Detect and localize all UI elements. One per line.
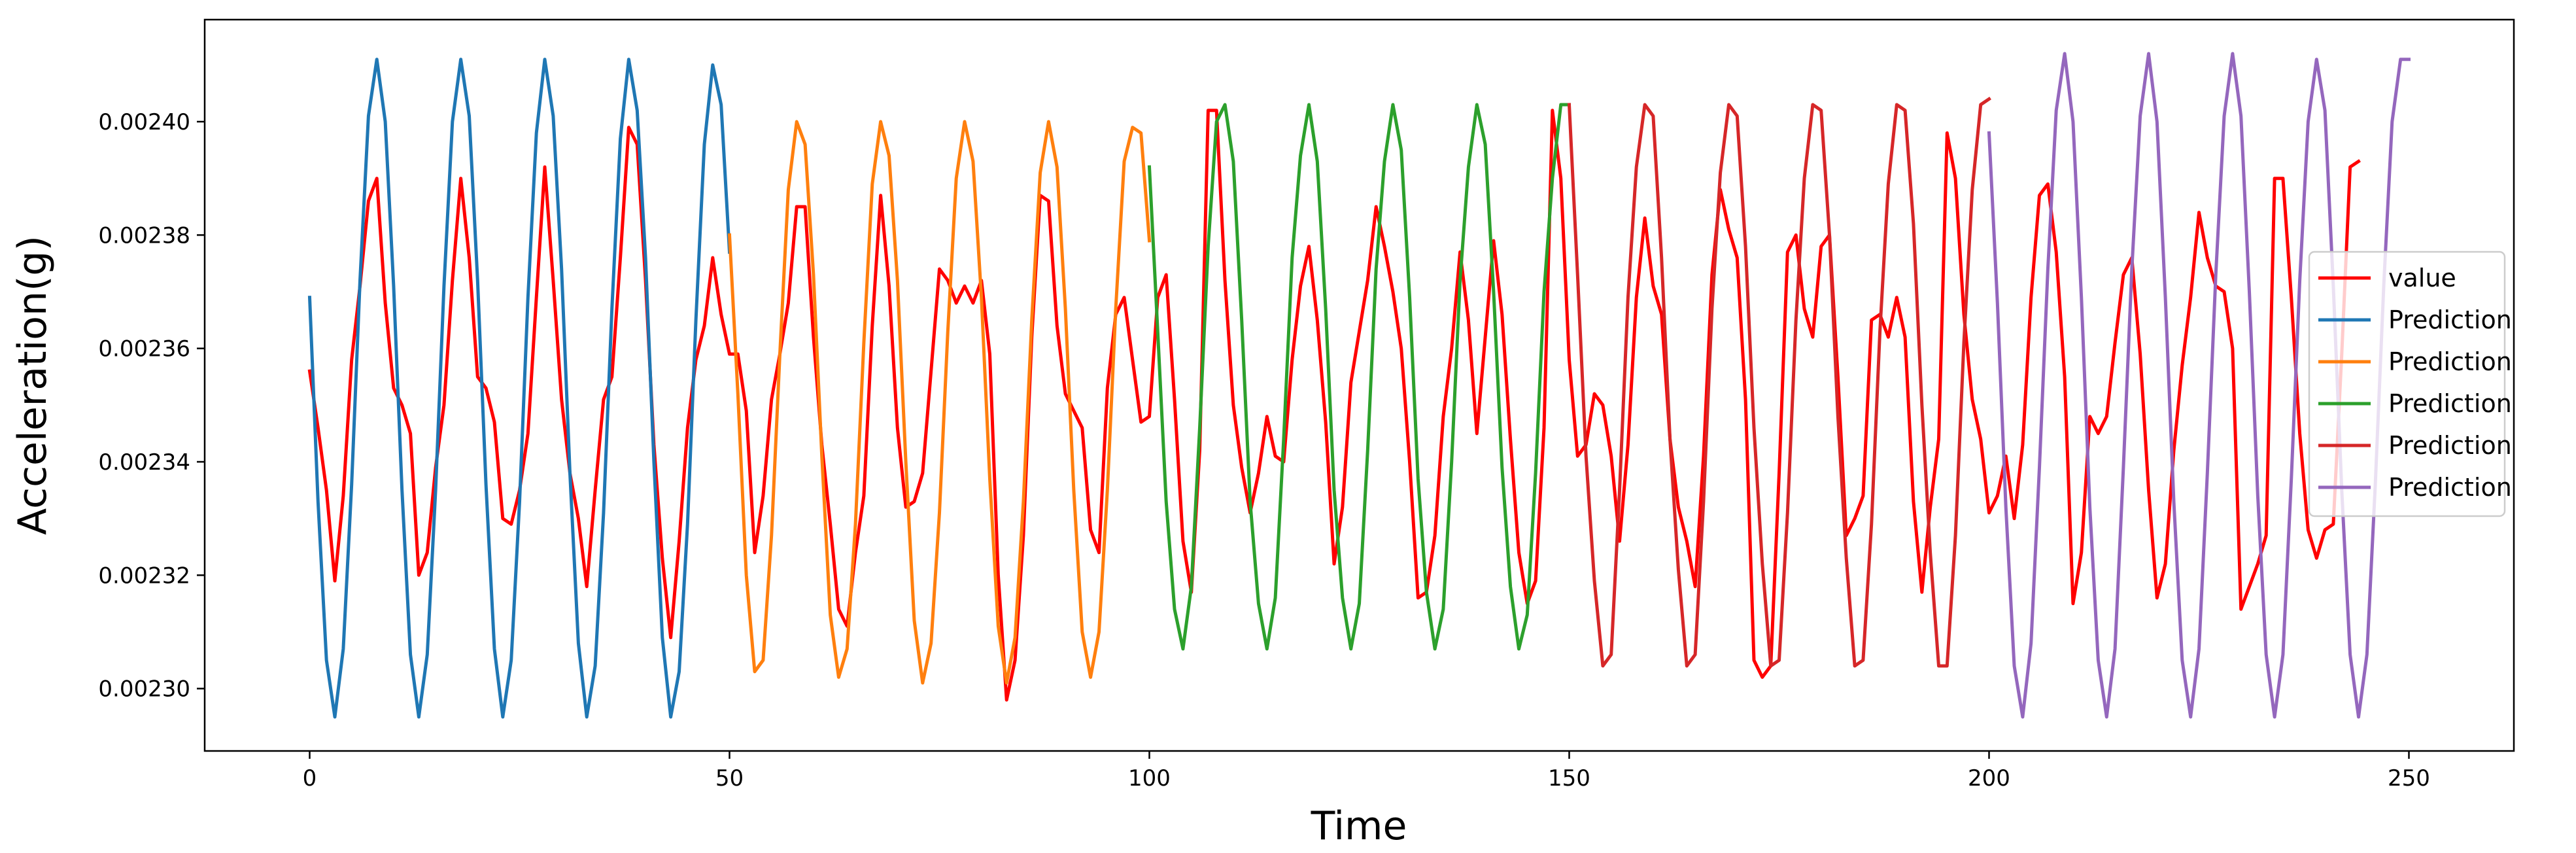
- x-tick-label-0: 0: [303, 765, 317, 792]
- legend: value Prediction Prediction Prediction Predi…: [2308, 251, 2512, 517]
- series-line-4: [1567, 96, 1991, 668]
- series-line-1: [307, 58, 732, 719]
- legend-label-3: Prediction: [2388, 389, 2512, 418]
- x-tick-label-5: 250: [2388, 765, 2430, 792]
- x-tick-label-3: 150: [1548, 765, 1590, 792]
- y-tick-label-1: 0.00232: [98, 563, 190, 589]
- series-line-2: [727, 120, 1152, 685]
- y-tick-label-2: 0.00234: [98, 449, 190, 476]
- legend-label-4: Prediction: [2388, 431, 2512, 460]
- legend-label-5: Prediction: [2388, 473, 2512, 502]
- x-tick-label-4: 200: [1968, 765, 2010, 792]
- y-tick-label-5: 0.00240: [98, 109, 190, 135]
- y-axis-title: Acceleration(g): [10, 235, 56, 535]
- y-tick-label-4: 0.00238: [98, 222, 190, 249]
- plot-lines: [307, 52, 2411, 719]
- series-line-3: [1147, 103, 1571, 651]
- legend-label-0: value: [2388, 264, 2456, 292]
- y-tick-label-0: 0.00230: [98, 676, 190, 703]
- legend-label-1: Prediction: [2388, 305, 2512, 334]
- plot-frame: [203, 18, 2515, 752]
- y-tick-label-3: 0.00236: [98, 336, 190, 362]
- x-axis-title: Time: [1311, 803, 1407, 849]
- legend-box: [2308, 251, 2506, 517]
- legend-label-2: Prediction: [2388, 347, 2512, 376]
- x-axis: 0 50 100 150 200 250: [303, 751, 2430, 792]
- x-tick-label-1: 50: [715, 765, 744, 792]
- y-axis: 0.00230 0.00232 0.00234 0.00236 0.00238 0.002…: [98, 109, 205, 703]
- x-tick-label-2: 100: [1128, 765, 1171, 792]
